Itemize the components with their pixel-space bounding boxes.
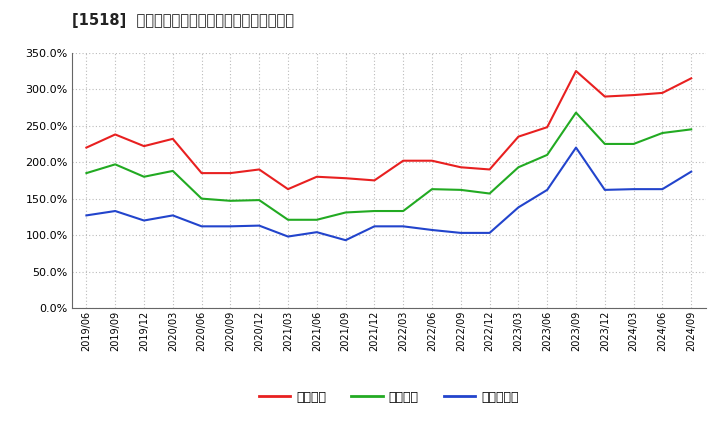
Legend: 流動比率, 当座比率, 現預金比率: 流動比率, 当座比率, 現預金比率	[254, 386, 523, 409]
Text: [1518]  流動比率、当座比率、現預金比率の推移: [1518] 流動比率、当座比率、現預金比率の推移	[72, 13, 294, 28]
